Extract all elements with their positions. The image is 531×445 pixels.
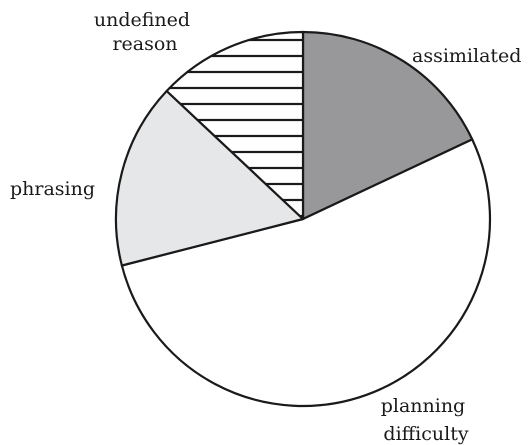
slice-label-undefined-reason: undefined reason — [94, 9, 196, 55]
pie-slices — [114, 30, 492, 408]
slice-label-phrasing: phrasing — [10, 178, 95, 200]
pie-slice-assimilated — [301, 30, 474, 221]
pie-slice-planning-difficulty — [120, 138, 492, 408]
pie-slice-phrasing — [114, 89, 305, 267]
pie-slice-undefined-reason — [165, 30, 305, 221]
slice-labels: assimilated planning difficulty phrasing… — [10, 9, 521, 445]
slice-label-planning-difficulty: planning difficulty — [381, 395, 472, 445]
slice-label-assimilated: assimilated — [412, 45, 521, 67]
